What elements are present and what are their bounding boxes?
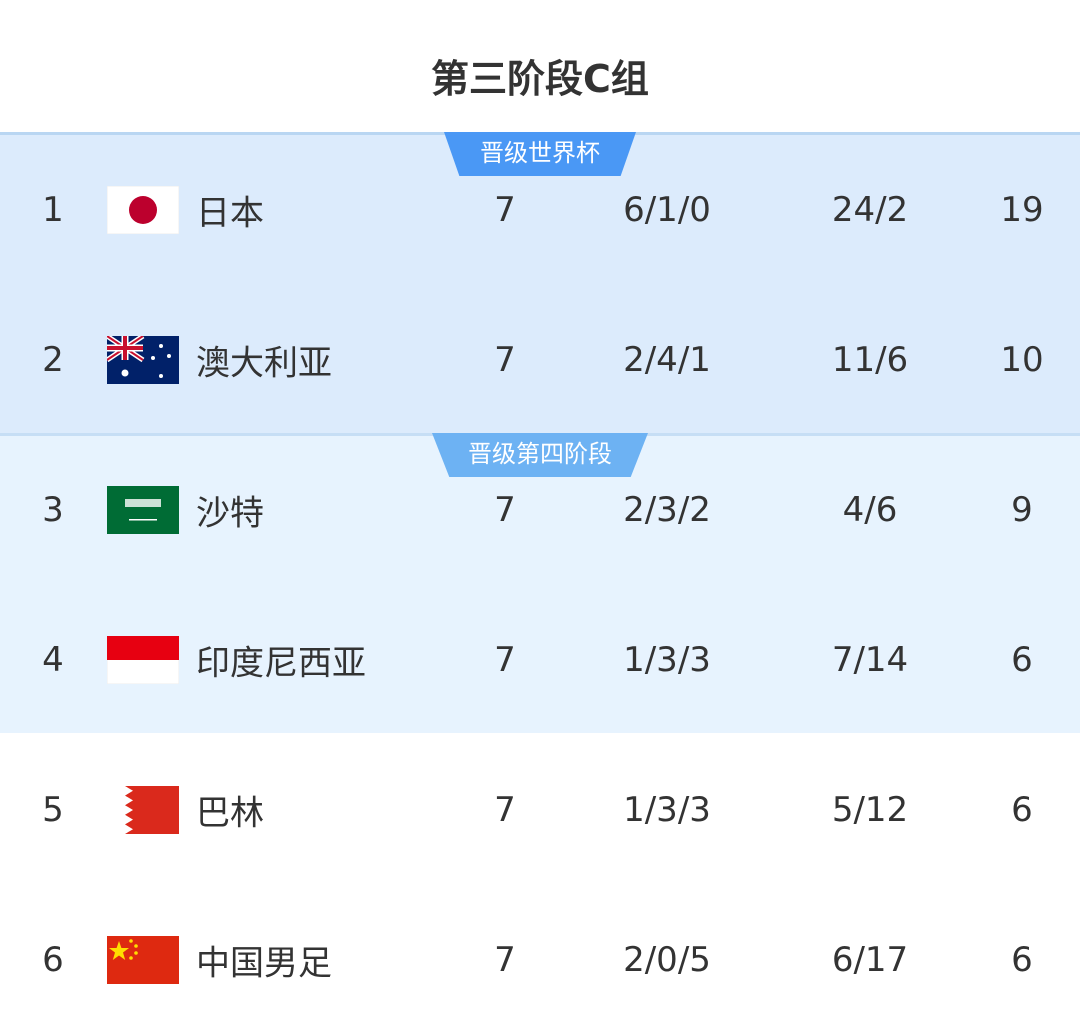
played-cell: 7 <box>494 340 516 380</box>
points-cell: 10 <box>1000 340 1044 380</box>
goals-cell: 7/14 <box>831 640 909 680</box>
rank-cell: 5 <box>42 790 64 830</box>
qualify-world-cup-badge: 晋级世界杯 <box>444 132 636 176</box>
table-row[interactable]: 4 印度尼西亚 7 1/3/3 7/14 6 <box>0 585 1080 735</box>
team-name: 澳大利亚 <box>196 343 332 384</box>
goals-cell: 11/6 <box>831 340 909 380</box>
bahrain-flag-icon <box>107 786 179 834</box>
played-cell: 7 <box>494 190 516 230</box>
played-cell: 7 <box>494 490 516 530</box>
indonesia-flag-icon <box>106 635 180 685</box>
zone-world-cup: 晋级世界杯 <box>0 132 1080 433</box>
win-draw-loss-cell: 1/3/3 <box>623 640 711 680</box>
win-draw-loss-cell: 1/3/3 <box>623 790 711 830</box>
zone-fourth-stage: 晋级第四阶段 <box>0 433 1080 733</box>
rank-cell: 3 <box>42 490 64 530</box>
played-cell: 7 <box>494 790 516 830</box>
team-name: 日本 <box>196 193 264 234</box>
win-draw-loss-cell: 2/4/1 <box>623 340 711 380</box>
win-draw-loss-cell: 2/0/5 <box>623 940 711 980</box>
points-cell: 19 <box>1000 190 1044 230</box>
saudi-arabia-flag-icon <box>107 486 179 534</box>
win-draw-loss-cell: 2/3/2 <box>623 490 711 530</box>
team-name: 中国男足 <box>196 943 332 984</box>
table-row[interactable]: 6 中国男足 7 2/0/5 6/17 6 <box>0 885 1080 1035</box>
rank-cell: 6 <box>42 940 64 980</box>
rank-cell: 1 <box>42 190 64 230</box>
page-title: 第三阶段C组 <box>431 57 649 101</box>
team-name: 印度尼西亚 <box>196 643 366 684</box>
table-row[interactable]: 3 沙特 7 2/3/2 4/6 9 <box>0 435 1080 585</box>
points-cell: 6 <box>1011 640 1033 680</box>
points-cell: 6 <box>1011 940 1033 980</box>
qualify-fourth-stage-badge: 晋级第四阶段 <box>432 433 648 477</box>
goals-cell: 24/2 <box>831 190 909 230</box>
table-row[interactable]: 5 巴林 7 1/3/3 5/12 6 <box>0 735 1080 885</box>
goals-cell: 6/17 <box>831 940 909 980</box>
table-row[interactable]: 1 日本 7 6/1/0 24/2 19 <box>0 135 1080 285</box>
rank-cell: 4 <box>42 640 64 680</box>
australia-flag-icon <box>105 333 179 384</box>
china-flag-icon <box>107 936 179 984</box>
rank-cell: 2 <box>42 340 64 380</box>
played-cell: 7 <box>494 940 516 980</box>
played-cell: 7 <box>494 640 516 680</box>
points-cell: 6 <box>1011 790 1033 830</box>
table-row[interactable]: 2 澳大利亚 7 2/4/1 11/6 10 <box>0 285 1080 435</box>
win-draw-loss-cell: 6/1/0 <box>623 190 711 230</box>
points-cell: 9 <box>1011 490 1033 530</box>
japan-flag-icon <box>106 185 180 235</box>
team-name: 沙特 <box>196 493 264 534</box>
goals-cell: 4/6 <box>842 490 898 530</box>
goals-cell: 5/12 <box>831 790 909 830</box>
team-name: 巴林 <box>196 793 264 834</box>
